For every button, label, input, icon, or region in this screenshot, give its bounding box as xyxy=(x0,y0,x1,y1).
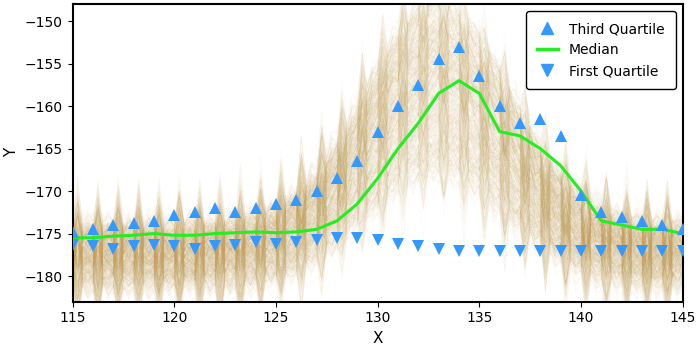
X-axis label: X: X xyxy=(372,331,383,346)
Y-axis label: Y: Y xyxy=(4,148,19,158)
Legend: Third Quartile, Median, First Quartile: Third Quartile, Median, First Quartile xyxy=(526,11,676,89)
